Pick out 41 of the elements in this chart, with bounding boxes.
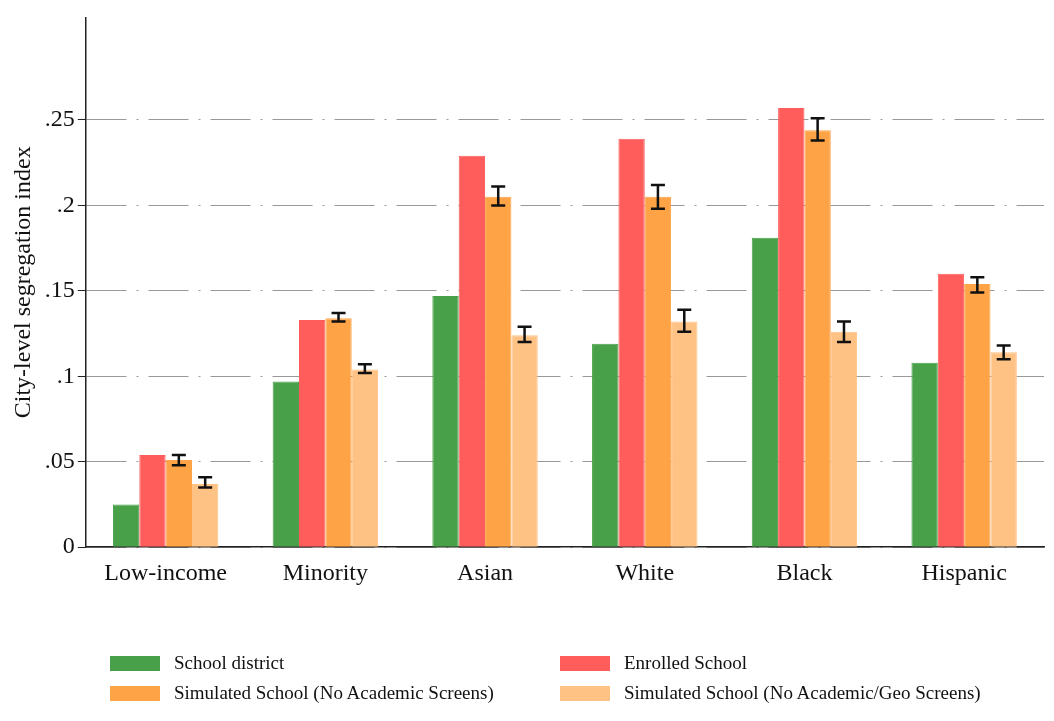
bar [751,237,779,547]
bar [778,107,805,547]
x-tick-label: Black [776,558,833,585]
legend-label: Simulated School (No Academic Screens) [174,682,494,704]
y-tick-label: 0 [62,532,75,559]
bar [937,273,965,547]
y-tick-label: .05 [44,447,75,474]
x-tick-label: Minority [282,558,369,585]
y-tick-label: .1 [56,361,75,388]
y-tick-label: .2 [56,190,75,217]
x-tick-label: Hispanic [921,558,1007,585]
bar [511,335,538,547]
bar [804,130,831,547]
bar [139,454,166,547]
bar [112,504,140,547]
legend-label: Simulated School (No Academic/Geo Screens) [624,682,981,704]
bar [830,331,858,547]
bar [618,138,645,547]
x-tick-label: Asian [457,558,514,585]
bar [165,460,192,547]
bar [990,352,1017,547]
bar [192,483,219,547]
bar [325,318,352,547]
bar [644,196,672,547]
legend-label: Enrolled School [624,652,747,674]
y-axis-title: City-level segregation index [8,146,35,419]
bar [671,321,698,547]
x-tick-label: Low-income [104,558,227,585]
bar [272,381,299,547]
bar [964,284,991,547]
bar [351,369,379,547]
y-tick-label: .25 [44,105,75,132]
bar [592,343,619,547]
bar [485,196,512,547]
legend-label: School district [174,652,285,674]
x-tick-label: White [615,558,675,585]
y-tick-label: .15 [44,276,75,303]
bar [458,155,486,547]
bar [432,295,459,547]
bar [299,319,326,547]
bar [911,362,938,547]
